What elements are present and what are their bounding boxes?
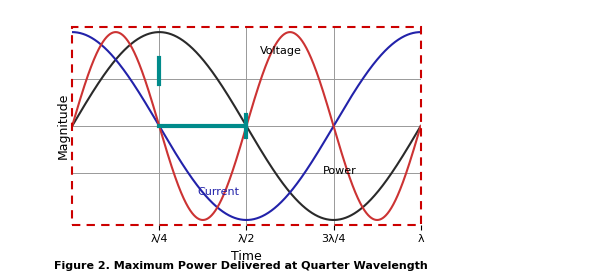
X-axis label: Time: Time: [231, 250, 262, 263]
Y-axis label: Magnitude: Magnitude: [56, 93, 69, 159]
Text: Current: Current: [198, 187, 240, 197]
Text: Voltage: Voltage: [260, 46, 302, 56]
Text: Figure 2. Maximum Power Delivered at Quarter Wavelength: Figure 2. Maximum Power Delivered at Qua…: [53, 261, 427, 271]
Text: Power: Power: [323, 166, 357, 176]
